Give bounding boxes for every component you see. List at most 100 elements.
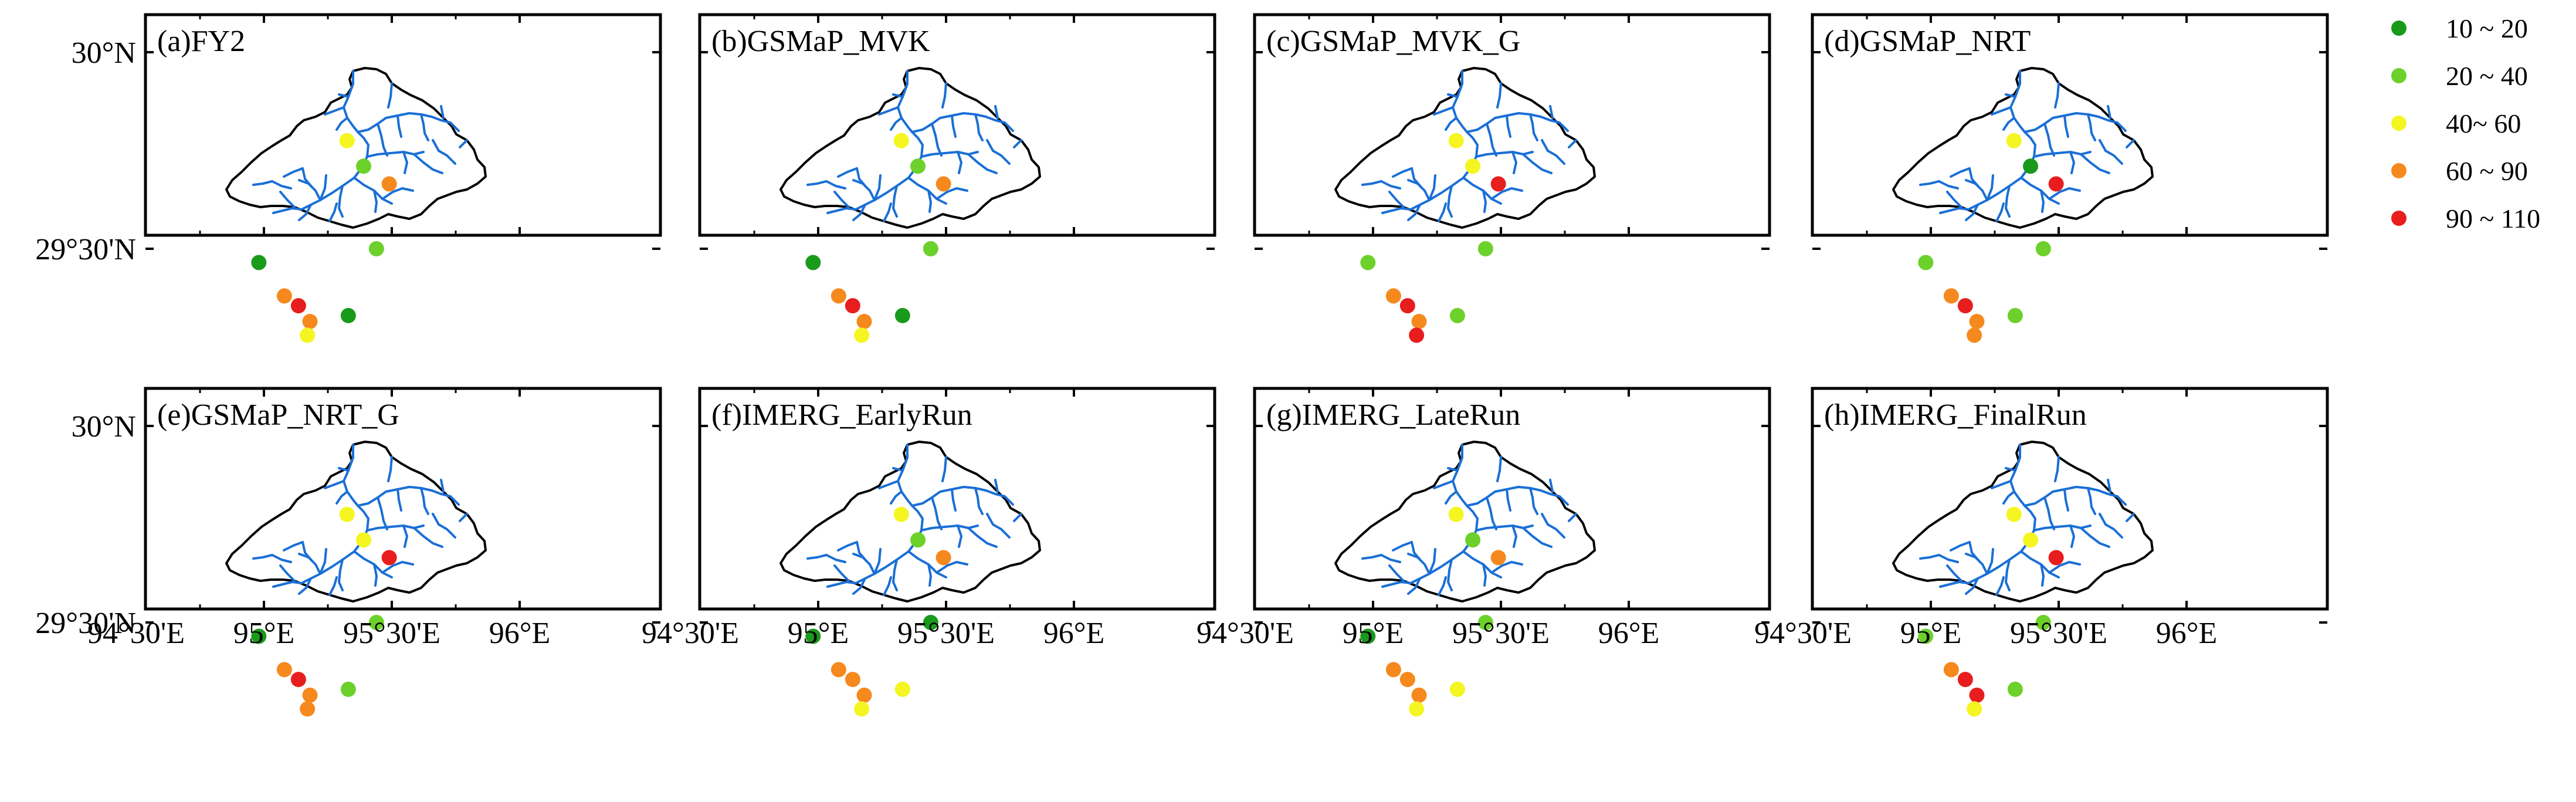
station-marker [1385, 288, 1401, 304]
legend-marker [2391, 211, 2406, 226]
station-marker [1943, 288, 1959, 304]
lon-tick-label: 96°E [2156, 617, 2218, 650]
lat-tick-label: 29°30'N [35, 233, 136, 266]
station-marker [805, 628, 821, 644]
station-marker [856, 687, 872, 703]
legend-marker [2391, 163, 2406, 178]
station-marker [368, 615, 384, 630]
station-marker [923, 241, 938, 256]
lon-tick-label: 96°E [489, 617, 551, 650]
station-marker [302, 313, 318, 329]
station-marker [290, 298, 306, 314]
legend-marker [2391, 68, 2406, 83]
station-marker [1399, 672, 1415, 688]
panel-title: (e)GSMaP_NRT_G [157, 398, 399, 432]
panel-title: (h)IMERG_FinalRun [1824, 398, 2087, 432]
station-marker [910, 532, 926, 548]
station-marker [1399, 298, 1415, 314]
station-marker [1409, 327, 1425, 343]
station-marker [356, 158, 372, 174]
station-marker [339, 506, 355, 522]
station-marker [276, 662, 292, 678]
legend: 10 ~ 20 20 ~ 40 40~ 60 60 ~ 90 90 ~ 110 [2391, 13, 2540, 234]
lon-tick-label: 96°E [1043, 617, 1105, 650]
lat-tick-label: 30°N [72, 410, 136, 444]
lon-tick-label: 95°30'E [897, 617, 995, 650]
map-panel: (a)FY2 30°N 29°30'N [35, 13, 662, 343]
station-marker [1448, 506, 1464, 522]
lon-tick-label: 95°E [1900, 617, 1962, 650]
panel-title: (f)IMERG_EarlyRun [711, 398, 972, 432]
station-marker [381, 176, 397, 192]
lon-tick-label: 94°30'E [87, 617, 185, 650]
station-marker [893, 506, 909, 522]
lon-tick-label: 95°E [788, 617, 849, 650]
station-marker [276, 288, 292, 304]
station-marker [845, 672, 860, 688]
station-marker [2006, 506, 2022, 522]
station-marker [339, 133, 355, 148]
station-marker [1411, 313, 1427, 329]
station-marker [936, 176, 951, 192]
station-marker [854, 701, 870, 717]
legend-label: 40~ 60 [2446, 109, 2521, 138]
station-marker [302, 687, 318, 703]
station-marker [1967, 701, 1982, 717]
station-marker [2035, 241, 2051, 256]
station-marker [1465, 532, 1481, 548]
station-marker [2048, 176, 2064, 192]
station-marker [1490, 176, 1506, 192]
legend-label: 60 ~ 90 [2446, 156, 2528, 186]
lon-tick-label: 95°E [233, 617, 295, 650]
map-panel: (b)GSMaP_MVK [698, 13, 1216, 343]
map-panel: (h)IMERG_FinalRun [1811, 387, 2329, 717]
map-panel: (g)IMERG_LateRun [1253, 387, 1771, 717]
station-marker [300, 327, 316, 343]
station-marker [1409, 701, 1425, 717]
station-marker [1465, 158, 1481, 174]
panel-title: (b)GSMaP_MVK [711, 25, 930, 58]
station-marker [2035, 615, 2051, 630]
station-marker [1957, 298, 1973, 314]
station-marker [1957, 672, 1973, 688]
station-marker [2007, 307, 2023, 323]
station-marker [1477, 241, 1493, 256]
station-marker [894, 681, 910, 697]
panel-title: (c)GSMaP_MVK_G [1266, 25, 1520, 58]
station-marker [1411, 687, 1427, 703]
station-marker [831, 288, 846, 304]
station-marker [1967, 327, 1982, 343]
station-marker [1449, 307, 1465, 323]
station-marker [251, 255, 267, 270]
panel-title: (g)IMERG_LateRun [1266, 398, 1520, 432]
legend-marker [2391, 116, 2406, 131]
station-marker [1969, 687, 1985, 703]
lat-tick-label: 30°N [72, 36, 136, 70]
map-panel: (f)IMERG_EarlyRun [698, 387, 1216, 717]
map-panel: (d)GSMaP_NRT [1811, 13, 2329, 343]
lon-tick-label: 95°E [1343, 617, 1404, 650]
station-marker [340, 307, 356, 323]
station-marker [1918, 628, 1934, 644]
panel-title: (a)FY2 [157, 25, 245, 58]
station-marker [1969, 313, 1985, 329]
legend-marker [2391, 21, 2406, 36]
station-marker [1360, 628, 1376, 644]
legend-label: 90 ~ 110 [2446, 204, 2540, 234]
station-marker [381, 550, 397, 566]
station-marker [936, 550, 951, 566]
station-marker [356, 532, 372, 548]
lon-tick-label: 95°30'E [1452, 617, 1550, 650]
station-marker [831, 662, 846, 678]
station-marker [1477, 615, 1493, 630]
lon-tick-label: 95°30'E [343, 617, 440, 650]
station-marker [251, 628, 267, 644]
station-marker [1490, 550, 1506, 566]
station-marker [1449, 681, 1465, 697]
lon-tick-label: 94°30'E [1197, 617, 1294, 650]
lat-tick-label: 29°30'N [35, 607, 136, 640]
station-marker [340, 681, 356, 697]
station-marker [2023, 532, 2039, 548]
station-marker [805, 255, 821, 270]
station-marker [1448, 133, 1464, 148]
